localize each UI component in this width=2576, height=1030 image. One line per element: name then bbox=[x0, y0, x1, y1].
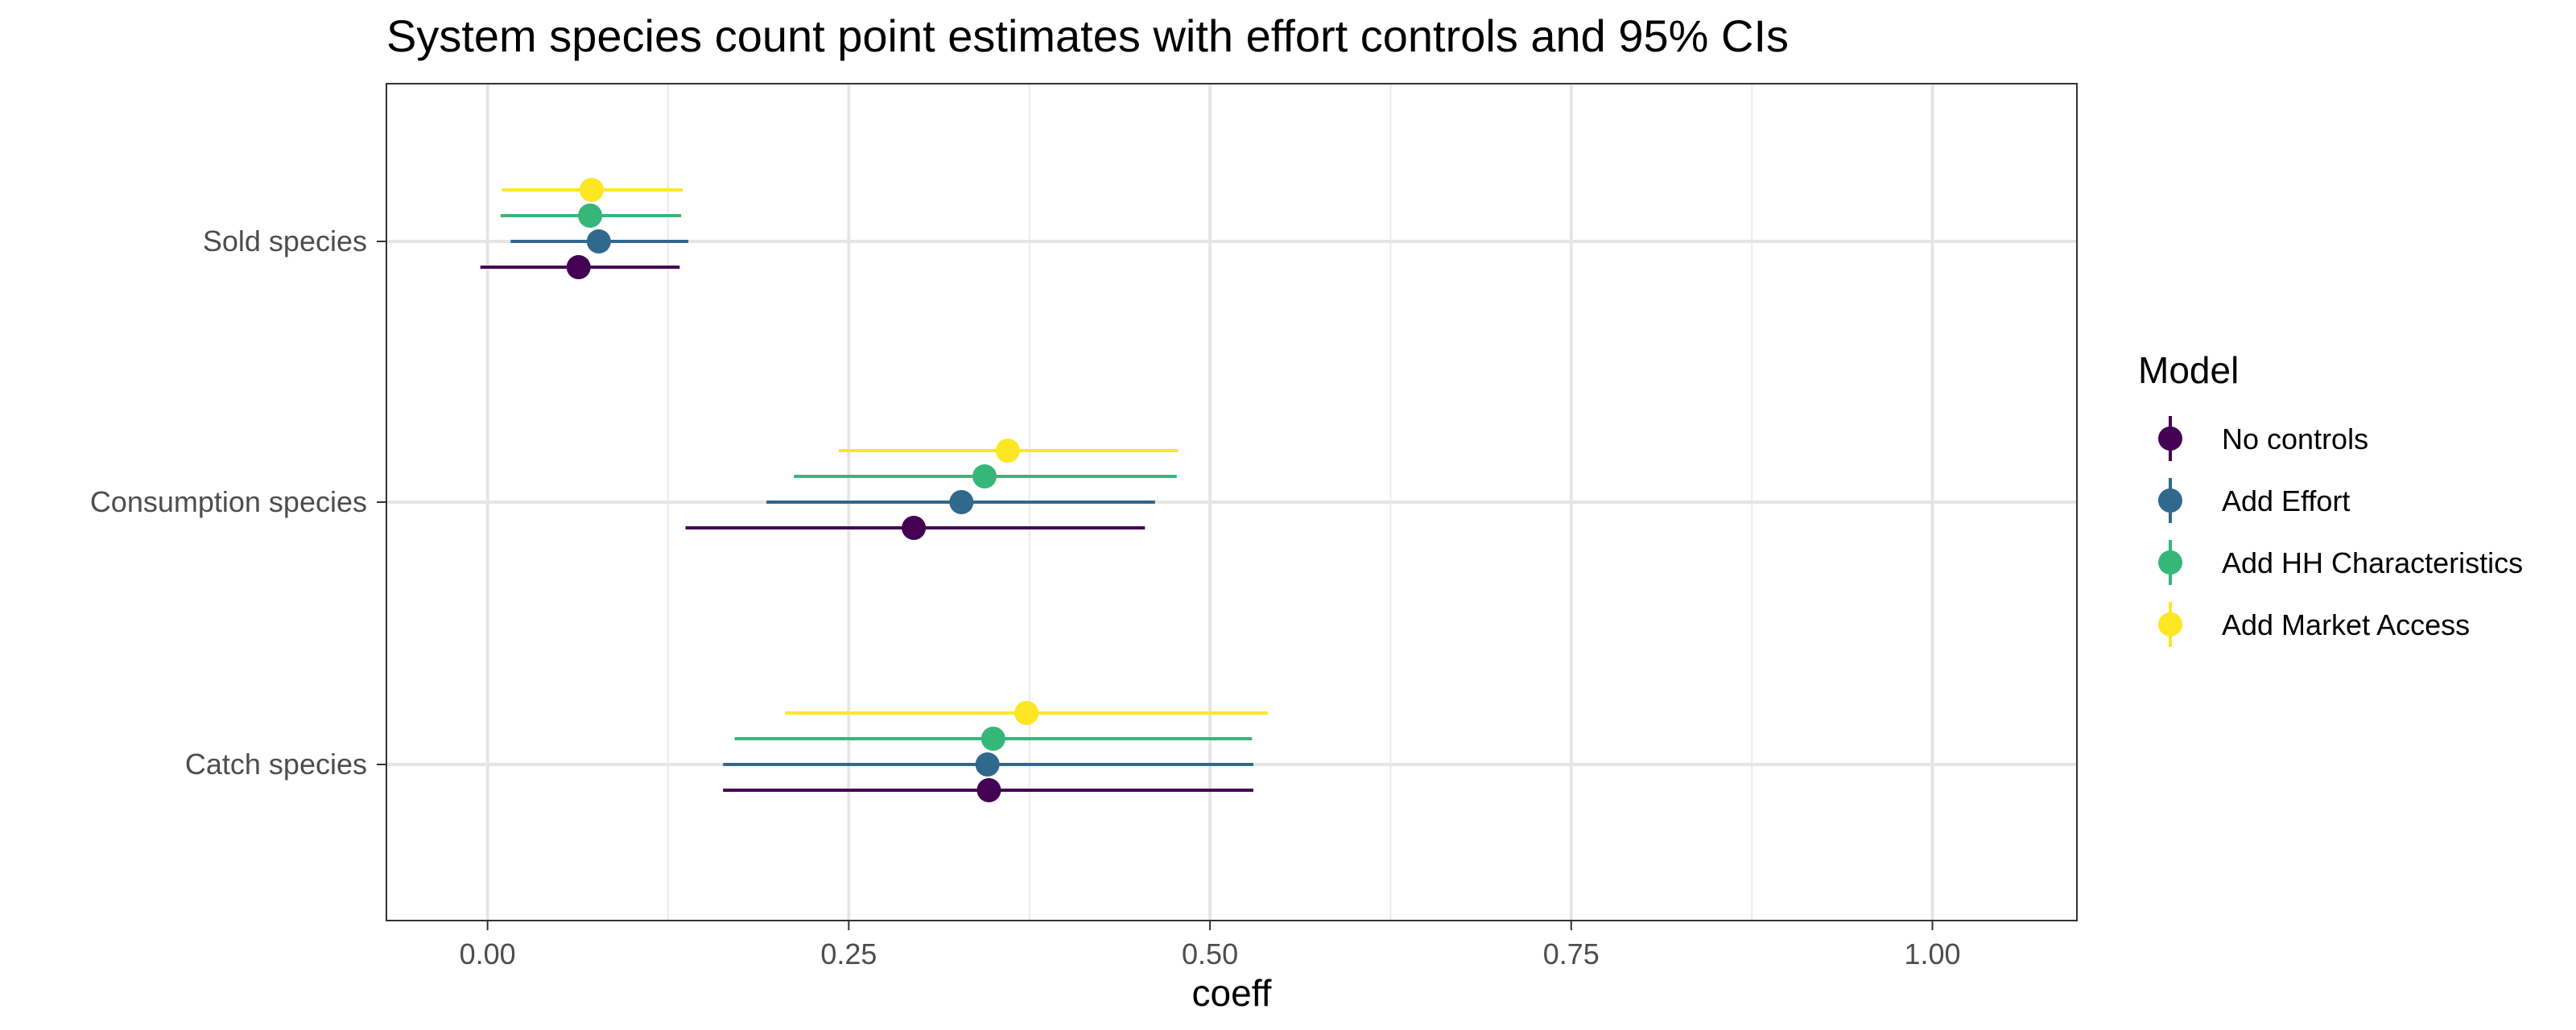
y-tick-label: Sold species bbox=[203, 225, 367, 258]
point-estimate bbox=[980, 727, 1005, 751]
x-tick-label: 1.00 bbox=[1904, 937, 1960, 970]
axis-layer: 0.00 0.25 0.50 0.75 1.00 Sold species Consumpt… bbox=[90, 225, 1961, 970]
point-estimate bbox=[566, 255, 591, 279]
chart-title: System species count point estimates wit… bbox=[386, 10, 1789, 61]
grid-layer bbox=[386, 84, 2077, 921]
point-estimate bbox=[975, 752, 1000, 777]
y-tick-label: Consumption species bbox=[90, 485, 367, 518]
point-estimate bbox=[578, 204, 603, 228]
point-estimate bbox=[902, 516, 927, 540]
legend-key-point bbox=[2158, 426, 2182, 451]
point-estimate bbox=[586, 229, 611, 253]
legend-key-point bbox=[2158, 612, 2182, 637]
x-tick-label: 0.00 bbox=[460, 937, 516, 970]
legend: Model No controls Add Effort Add HH Charac… bbox=[2138, 349, 2523, 647]
x-tick-label: 0.75 bbox=[1543, 937, 1600, 970]
legend-key-point bbox=[2158, 488, 2182, 513]
legend-label: Add HH Characteristics bbox=[2222, 546, 2523, 579]
legend-title: Model bbox=[2138, 349, 2239, 391]
y-tick-label: Catch species bbox=[185, 748, 367, 781]
point-estimate bbox=[949, 490, 974, 514]
legend-label: Add Market Access bbox=[2222, 608, 2470, 641]
data-layer bbox=[480, 178, 1268, 802]
point-estimate bbox=[995, 439, 1020, 463]
legend-label: No controls bbox=[2222, 422, 2368, 455]
point-estimate bbox=[579, 178, 604, 202]
x-axis-title: coeff bbox=[1192, 972, 1272, 1014]
point-estimate bbox=[972, 464, 997, 488]
x-tick-label: 0.25 bbox=[820, 937, 877, 970]
x-tick-label: 0.50 bbox=[1182, 937, 1238, 970]
legend-label: Add Effort bbox=[2222, 484, 2350, 517]
point-estimate bbox=[976, 778, 1001, 802]
legend-key-point bbox=[2158, 550, 2182, 575]
point-estimate bbox=[1014, 701, 1039, 725]
